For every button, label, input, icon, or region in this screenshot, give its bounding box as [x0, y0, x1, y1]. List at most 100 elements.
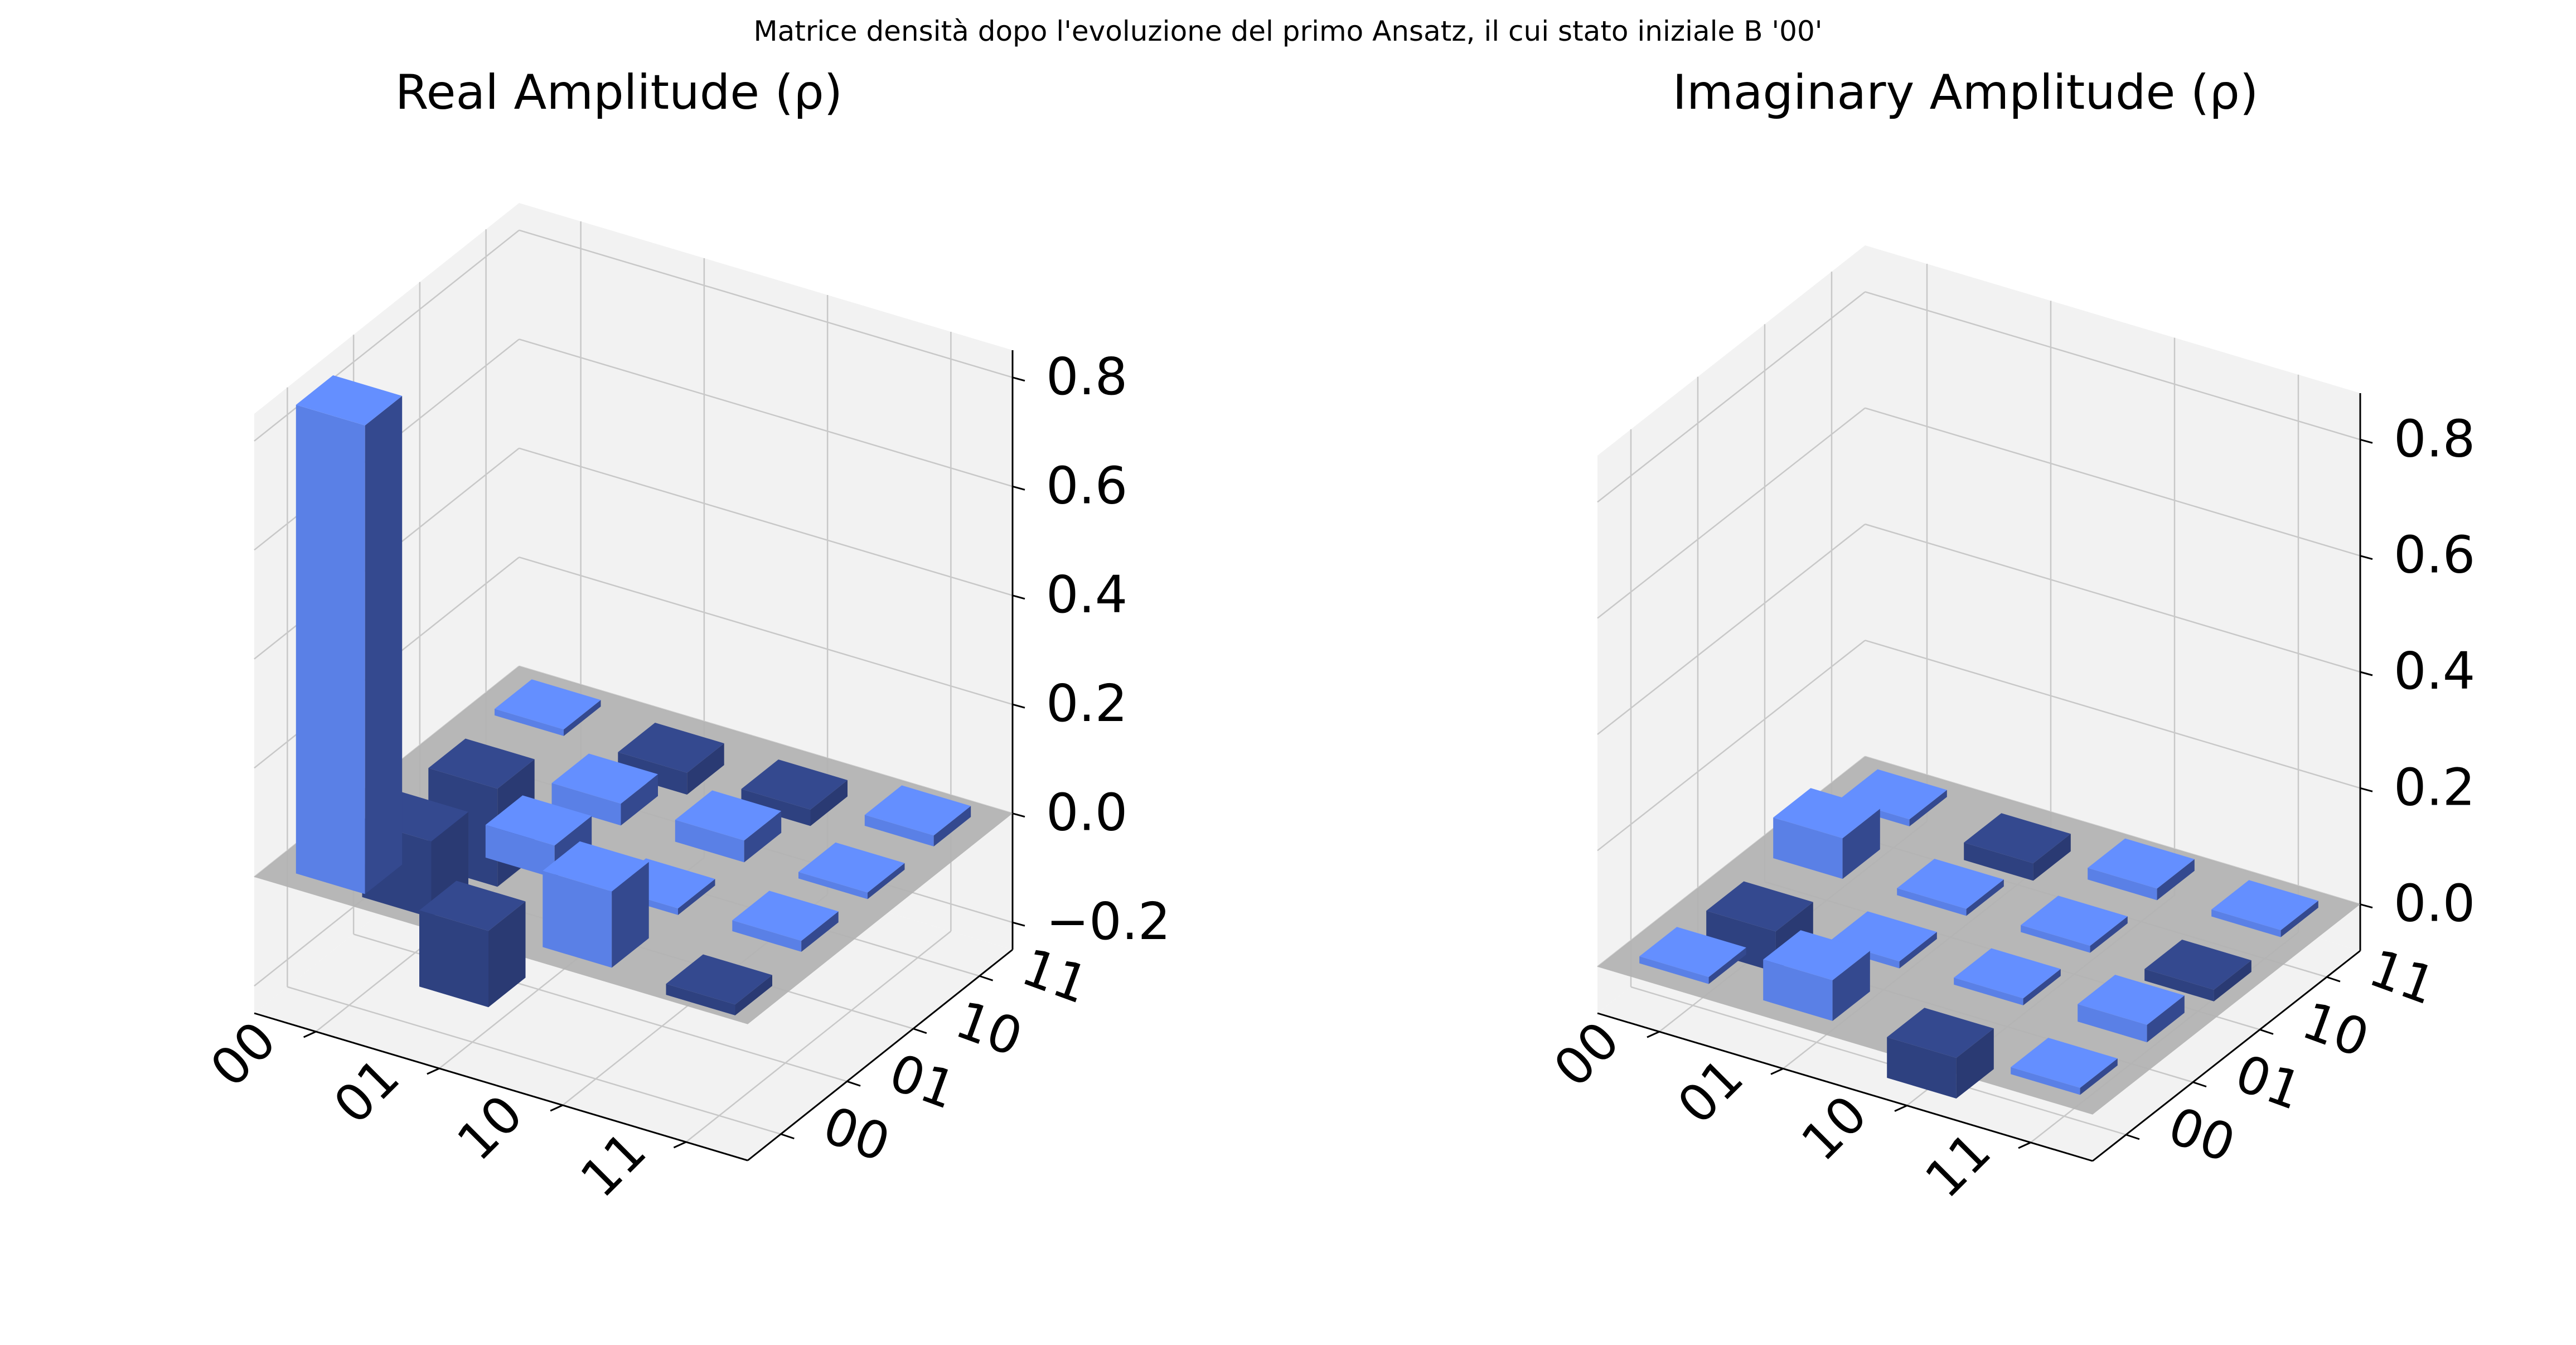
bar-top-face [495, 679, 601, 730]
row-axis-line [1597, 1012, 2093, 1162]
bar-top-face [618, 723, 724, 773]
bar-front-face [933, 806, 971, 846]
bar-side-face [1897, 888, 1967, 916]
bar-top-face [1887, 1008, 1994, 1058]
zero-plane [254, 666, 1013, 1024]
bar-side-face [1954, 978, 2023, 1005]
bar-r10-c11 [741, 759, 848, 826]
z-tick-label: 0.8 [1046, 347, 1127, 407]
grid-line [1630, 986, 2127, 1136]
z-tick-mark [1012, 485, 1025, 491]
col-tick-mark [2326, 976, 2341, 983]
row-tick-mark [427, 1067, 440, 1075]
bar-side-face [675, 820, 744, 863]
bar-side-face [543, 870, 612, 968]
bar-side-face [732, 920, 802, 952]
bar-top-face [296, 375, 403, 425]
row-tick-mark [1894, 1105, 1907, 1112]
row-axis-line [254, 1012, 748, 1162]
bar-side-face [1763, 959, 1833, 1021]
col-tick-label: 10 [948, 990, 1030, 1068]
col-tick-mark [979, 975, 994, 981]
bar-front-face [1708, 947, 1746, 984]
bar-side-face [2144, 969, 2214, 1002]
z-tick-label: 0.0 [1046, 783, 1127, 843]
row-tick-mark [550, 1104, 563, 1112]
bar-front-face [2033, 834, 2071, 881]
bar-front-face [801, 911, 839, 952]
col-axis-line [2092, 950, 2361, 1162]
col-tick-mark [2259, 1028, 2274, 1035]
grid-line [1865, 756, 2361, 905]
bar-top-face [485, 795, 592, 846]
bar-side-face [485, 825, 555, 878]
z-tick-label: 0.0 [2394, 874, 2475, 933]
bar-r10-c01 [1954, 948, 2061, 1005]
bar-side-face [2078, 1004, 2147, 1043]
row-tick-mark [303, 1030, 317, 1038]
z-tick-mark [2360, 555, 2373, 560]
z-tick-mark [1012, 812, 1025, 818]
bar-front-face [2023, 969, 2061, 1005]
bar-front-face [868, 863, 905, 899]
bar-front-face [2214, 960, 2251, 1002]
bar-front-face [687, 743, 724, 795]
bar-side-face [1887, 1037, 1957, 1099]
bar-top-face [543, 841, 649, 892]
bar-top-face [1773, 788, 1880, 839]
bar-front-face [1842, 809, 1880, 879]
bar-top-face [2088, 838, 2195, 889]
z-tick-label: 0.2 [1046, 674, 1127, 733]
z-tick-label: −0.2 [1046, 892, 1170, 951]
col-tick-label: 10 [2294, 990, 2376, 1069]
bar-front-face [1956, 1028, 1994, 1099]
bar-top-face [1706, 881, 1813, 932]
bar-front-face [564, 700, 601, 736]
bar-front-face [2080, 1058, 2118, 1095]
bar-r01-c10 [1897, 859, 2004, 916]
bar-front-face [621, 774, 658, 826]
col-tick-mark [2192, 1081, 2207, 1088]
z-tick-mark [1012, 376, 1025, 382]
col-axis-line [747, 949, 1013, 1162]
bar-top-face [1639, 927, 1746, 978]
col-tick-label: 00 [816, 1095, 898, 1174]
bar-r11-c11 [864, 785, 971, 846]
bar-r10-c11 [2088, 838, 2195, 901]
bar-front-face [1899, 932, 1937, 969]
bar-r11-c00 [2011, 1038, 2118, 1095]
bar-top-face [2144, 940, 2251, 990]
bar-top-face [1840, 769, 1947, 820]
row-tick-label: 11 [1914, 1121, 2002, 1209]
z-tick-mark [1012, 921, 1025, 927]
bar-top-face [1954, 948, 2061, 999]
row-tick-mark [2018, 1141, 2031, 1149]
grid-line [1597, 407, 1866, 619]
bar-side-face [2211, 909, 2281, 937]
grid-line [685, 931, 952, 1143]
grid-line [1597, 291, 1866, 503]
col-tick-label: 11 [2361, 938, 2443, 1017]
row-tick-label: 10 [446, 1084, 534, 1172]
grid-line [1865, 523, 2361, 673]
bar-front-face [810, 780, 848, 826]
bar-front-face [2090, 916, 2128, 953]
bar-r00-c00 [296, 375, 403, 894]
bar-r01-c10 [551, 753, 658, 826]
bar-side-face [2011, 1067, 2080, 1095]
bar-top-face [1830, 911, 1937, 962]
grid-line [519, 557, 1013, 705]
real-chart-title: Real Amplitude (ρ) [395, 65, 842, 120]
z-tick-mark [2360, 438, 2373, 444]
grid-line [1865, 407, 2361, 557]
row-tick-label: 00 [199, 1010, 287, 1099]
z-tick-mark [1012, 703, 1025, 709]
bar-r00-c10 [1773, 788, 1880, 879]
bar-top-face [675, 790, 782, 841]
bar-top-face [1897, 859, 2004, 909]
bar-r11-c01 [2078, 975, 2185, 1043]
bar-top-face [2011, 1038, 2118, 1088]
col-tick-mark [846, 1080, 861, 1087]
